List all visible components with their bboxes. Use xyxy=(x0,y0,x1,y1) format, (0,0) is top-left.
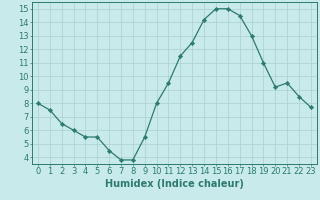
X-axis label: Humidex (Indice chaleur): Humidex (Indice chaleur) xyxy=(105,179,244,189)
